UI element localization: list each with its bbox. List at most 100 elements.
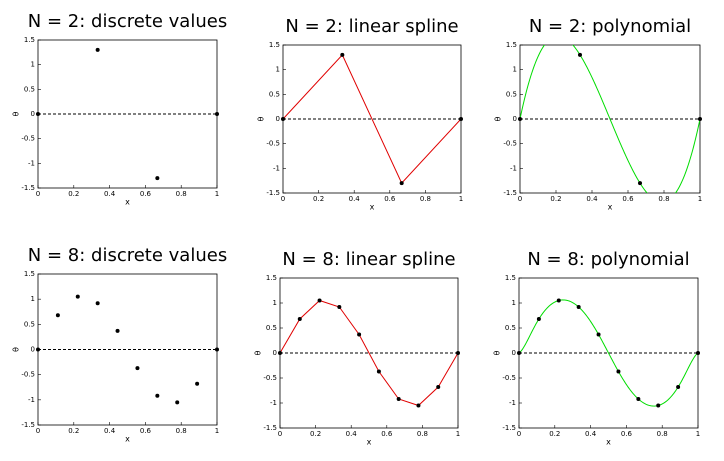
y-tick-label: -1.5 [502, 424, 516, 432]
data-point [518, 117, 522, 121]
data-point [456, 351, 460, 355]
y-tick-label: 0 [31, 110, 35, 118]
y-tick-label: 1.5 [24, 270, 35, 278]
y-tick-label: -1 [510, 164, 517, 172]
data-point [75, 294, 80, 299]
data-point [636, 397, 641, 401]
y-axis-label: θ [257, 116, 266, 121]
data-point [656, 403, 661, 408]
subplot: N = 2: discrete values 0 0.2 0.4 0.6 0.8 1 -1.5… [12, 11, 228, 207]
y-axis-label: θ [12, 347, 21, 352]
x-tick-label: 0.6 [621, 430, 633, 438]
data-point [616, 369, 621, 374]
x-tick-label: 0.6 [381, 430, 393, 438]
x-tick-label: 0 [36, 427, 40, 435]
data-point [278, 351, 282, 355]
data-point [536, 317, 541, 321]
y-tick-label: -0.5 [21, 135, 35, 143]
y-tick-label: -1 [273, 164, 280, 172]
x-tick-label: 0 [36, 190, 40, 198]
data-point [340, 52, 345, 57]
data-point [576, 305, 581, 309]
data-point [556, 298, 561, 303]
data-point [337, 305, 342, 309]
x-tick-label: 0.8 [176, 427, 187, 435]
subplot: N = 2: linear spline 0 0.2 0.4 0.6 0.8 1 -1.5 -1… [257, 16, 464, 212]
y-tick-label: 1 [31, 295, 35, 303]
subplot-title: N = 2: discrete values [28, 11, 227, 32]
y-tick-label: 1 [273, 299, 277, 307]
data-point [297, 317, 302, 321]
y-tick-label: 1 [31, 61, 35, 69]
subplot-title: N = 8: discrete values [28, 245, 227, 266]
x-axis-label: x [370, 203, 375, 212]
x-tick-label: 1 [459, 195, 463, 203]
y-axis-label: θ [254, 350, 263, 355]
y-tick-label: 0.5 [269, 90, 280, 98]
y-tick-label: 0.5 [24, 85, 35, 93]
y-tick-label: -1.5 [266, 189, 280, 197]
x-tick-label: 0.4 [585, 430, 597, 438]
y-tick-label: -0.5 [263, 374, 277, 382]
data-point [698, 117, 702, 121]
y-tick-label: 0 [276, 115, 280, 123]
data-point [215, 347, 219, 352]
x-tick-label: 0.4 [349, 195, 361, 203]
x-axis-label: x [125, 435, 130, 444]
x-tick-label: 0 [518, 195, 522, 203]
y-tick-label: 1.5 [266, 274, 277, 282]
data-point [55, 313, 60, 318]
data-point [459, 117, 463, 121]
y-tick-label: 0 [512, 349, 516, 357]
data-point [517, 351, 521, 355]
x-tick-label: 0 [517, 430, 521, 438]
subplot: N = 8: polynomial 0 0.2 0.4 0.6 0.8 1 -1.5 -1 -0.… [493, 249, 701, 447]
data-point [115, 328, 120, 333]
y-tick-label: -0.5 [21, 371, 35, 379]
y-tick-label: -1.5 [21, 421, 35, 429]
data-point [596, 332, 601, 337]
x-tick-label: 0 [281, 195, 285, 203]
x-tick-label: 0.6 [140, 190, 152, 198]
x-tick-label: 0.8 [176, 190, 187, 198]
y-axis-label: θ [12, 111, 21, 116]
y-tick-label: 0 [31, 346, 35, 354]
spline-line [283, 53, 461, 185]
subplot-title: N = 8: polynomial [527, 249, 689, 270]
x-tick-label: 0.6 [140, 427, 152, 435]
y-tick-label: 0.5 [24, 320, 35, 328]
subplot: N = 8: linear spline 0 0.2 0.4 0.6 0.8 1 -1.5 -1… [254, 249, 461, 447]
x-axis-label: x [606, 438, 611, 447]
data-point [175, 400, 180, 405]
data-point [357, 332, 362, 337]
x-tick-label: 1 [215, 427, 219, 435]
subplot-title: N = 2: polynomial [529, 16, 691, 37]
plot-area [283, 53, 461, 185]
x-tick-label: 0 [278, 430, 282, 438]
y-tick-label: 1 [513, 66, 517, 74]
data-point [577, 52, 582, 57]
y-axis-label: θ [494, 116, 503, 121]
y-tick-label: 1 [512, 299, 516, 307]
data-point [215, 112, 219, 116]
x-tick-label: 1 [698, 195, 702, 203]
data-point [95, 47, 100, 52]
y-axis-label: θ [493, 350, 502, 355]
x-axis-label: x [608, 203, 613, 212]
subplot-title: N = 2: linear spline [285, 16, 458, 37]
y-tick-label: -0.5 [502, 374, 516, 382]
x-tick-label: 0.6 [622, 195, 634, 203]
data-point [638, 181, 643, 186]
y-tick-label: 0.5 [506, 90, 517, 98]
y-tick-label: -1 [28, 159, 35, 167]
y-tick-label: 0 [513, 115, 517, 123]
y-tick-label: -1 [509, 399, 516, 407]
y-tick-label: 1.5 [269, 41, 280, 49]
data-point [396, 397, 401, 401]
subplot-title: N = 8: linear spline [282, 249, 455, 270]
x-tick-label: 0.8 [417, 430, 428, 438]
data-point [36, 112, 40, 116]
x-tick-label: 0.4 [104, 190, 116, 198]
y-tick-label: 1.5 [506, 41, 517, 49]
